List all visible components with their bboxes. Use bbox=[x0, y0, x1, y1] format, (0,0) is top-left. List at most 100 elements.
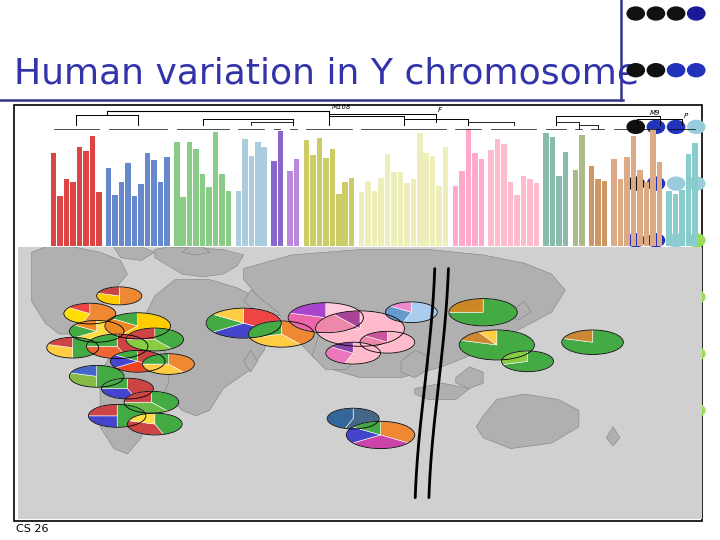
Wedge shape bbox=[250, 334, 301, 347]
Circle shape bbox=[647, 347, 665, 360]
Bar bbox=[618, 179, 624, 246]
Text: Human variation in Y chromosome: Human variation in Y chromosome bbox=[14, 57, 639, 91]
Bar bbox=[391, 172, 397, 246]
Wedge shape bbox=[479, 330, 497, 345]
Circle shape bbox=[667, 7, 685, 20]
Wedge shape bbox=[117, 404, 146, 427]
Bar bbox=[602, 180, 607, 246]
Bar bbox=[51, 153, 56, 246]
Wedge shape bbox=[459, 330, 534, 360]
Polygon shape bbox=[32, 247, 127, 334]
Circle shape bbox=[688, 177, 705, 190]
Wedge shape bbox=[48, 338, 73, 348]
Wedge shape bbox=[102, 378, 127, 389]
Wedge shape bbox=[155, 413, 182, 434]
Wedge shape bbox=[102, 389, 135, 399]
Bar bbox=[112, 195, 118, 246]
Bar bbox=[384, 154, 390, 246]
Wedge shape bbox=[213, 308, 243, 323]
Polygon shape bbox=[477, 394, 579, 449]
Bar bbox=[423, 153, 429, 246]
Bar bbox=[436, 186, 442, 246]
Wedge shape bbox=[502, 351, 528, 364]
Bar bbox=[430, 156, 436, 246]
Bar bbox=[64, 179, 69, 246]
Wedge shape bbox=[86, 346, 127, 359]
Bar bbox=[514, 195, 520, 246]
Text: M9: M9 bbox=[650, 110, 660, 116]
FancyBboxPatch shape bbox=[18, 247, 702, 519]
Wedge shape bbox=[326, 347, 353, 363]
Text: CS 26: CS 26 bbox=[16, 524, 48, 534]
Wedge shape bbox=[118, 313, 171, 339]
Wedge shape bbox=[353, 435, 408, 449]
Circle shape bbox=[627, 64, 644, 77]
Text: A: A bbox=[73, 253, 79, 261]
Bar bbox=[579, 134, 585, 246]
Wedge shape bbox=[360, 336, 387, 351]
Wedge shape bbox=[124, 392, 151, 402]
Bar bbox=[174, 142, 179, 246]
Bar bbox=[404, 183, 410, 246]
Wedge shape bbox=[69, 373, 96, 387]
Bar bbox=[213, 132, 218, 246]
Wedge shape bbox=[327, 408, 353, 428]
Bar bbox=[145, 153, 150, 246]
Wedge shape bbox=[365, 332, 387, 342]
Bar bbox=[508, 182, 513, 246]
Bar bbox=[673, 194, 678, 246]
Wedge shape bbox=[390, 302, 411, 312]
Wedge shape bbox=[69, 325, 96, 338]
Circle shape bbox=[688, 7, 705, 20]
Bar bbox=[624, 157, 630, 246]
Bar bbox=[207, 187, 212, 246]
Wedge shape bbox=[127, 421, 163, 435]
Bar bbox=[637, 170, 643, 246]
Polygon shape bbox=[114, 247, 155, 260]
Text: P: P bbox=[684, 113, 688, 119]
Circle shape bbox=[688, 291, 705, 303]
Wedge shape bbox=[288, 313, 325, 332]
Bar bbox=[611, 159, 617, 246]
Bar bbox=[657, 163, 662, 246]
Bar bbox=[242, 139, 248, 246]
Wedge shape bbox=[69, 303, 90, 314]
Wedge shape bbox=[403, 302, 437, 322]
Bar bbox=[158, 183, 163, 246]
Polygon shape bbox=[243, 249, 565, 377]
Bar bbox=[686, 154, 691, 246]
Bar bbox=[680, 190, 685, 246]
Bar bbox=[359, 192, 364, 246]
Bar bbox=[595, 179, 600, 246]
Text: C: C bbox=[274, 253, 280, 261]
Text: B: B bbox=[135, 253, 140, 261]
Wedge shape bbox=[385, 306, 411, 322]
Text: M: M bbox=[575, 253, 582, 261]
Bar bbox=[106, 168, 112, 246]
Circle shape bbox=[688, 347, 705, 360]
Bar bbox=[138, 184, 144, 246]
Bar bbox=[235, 191, 241, 246]
Wedge shape bbox=[503, 351, 554, 372]
Wedge shape bbox=[461, 332, 497, 345]
Bar bbox=[631, 136, 636, 246]
Wedge shape bbox=[248, 321, 282, 338]
Wedge shape bbox=[126, 328, 155, 340]
Polygon shape bbox=[243, 350, 258, 372]
Wedge shape bbox=[345, 342, 380, 364]
Wedge shape bbox=[124, 402, 168, 413]
Bar bbox=[410, 179, 416, 246]
Bar bbox=[336, 194, 341, 246]
Polygon shape bbox=[155, 247, 243, 277]
Bar bbox=[479, 159, 484, 246]
Wedge shape bbox=[449, 299, 517, 326]
Bar bbox=[534, 183, 539, 246]
Bar bbox=[378, 178, 384, 246]
Circle shape bbox=[627, 347, 644, 360]
Bar bbox=[181, 197, 186, 246]
Circle shape bbox=[688, 404, 705, 417]
Wedge shape bbox=[449, 299, 483, 312]
Wedge shape bbox=[206, 314, 243, 332]
Bar bbox=[589, 166, 594, 246]
Bar bbox=[255, 142, 261, 246]
